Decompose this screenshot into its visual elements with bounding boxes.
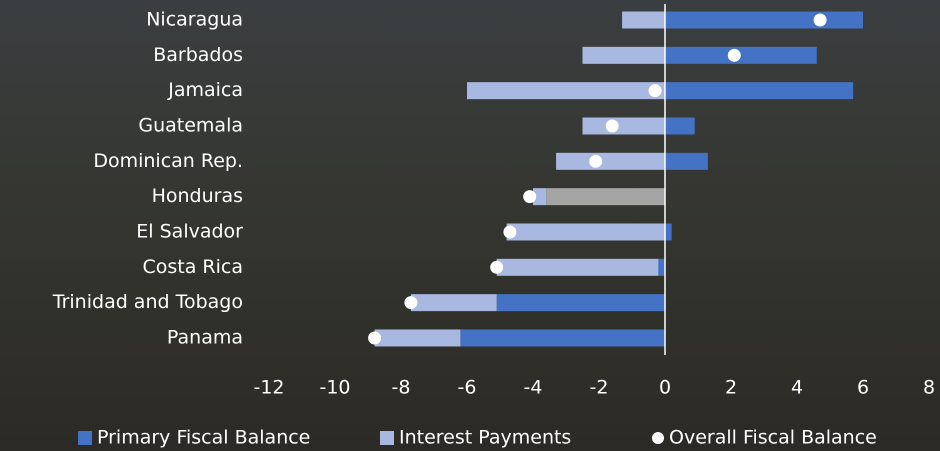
legend-marker (652, 432, 664, 444)
x-tick-label: -8 (392, 377, 411, 399)
y-tick-label: Trinidad and Tobago (52, 291, 243, 313)
bar (665, 223, 672, 240)
legend-marker (78, 431, 92, 445)
bar (665, 12, 863, 29)
legend-marker (380, 431, 394, 445)
x-tick-label: -6 (458, 377, 477, 399)
x-tick-label: 0 (659, 377, 671, 399)
bar (665, 82, 853, 99)
bar (583, 117, 666, 134)
chart: -12 -10 -8 -6 -4 -2 0 2 4 6 8 Nicaragua Barbados Jama… (0, 0, 940, 451)
bar (665, 153, 708, 170)
bar (375, 329, 461, 346)
bar (556, 153, 665, 170)
legend-label: Overall Fiscal Balance (669, 427, 877, 449)
dot (404, 296, 417, 309)
bar (467, 82, 665, 99)
x-tick-label: -4 (524, 377, 543, 399)
y-tick-label: Dominican Rep. (93, 150, 243, 172)
y-tick-label: Panama (167, 326, 243, 348)
dot (523, 190, 536, 203)
bar (665, 47, 817, 64)
y-tick-label: Barbados (153, 44, 243, 66)
dot (649, 84, 662, 97)
dot (814, 14, 827, 27)
x-tick-label: 6 (857, 377, 869, 399)
bar (665, 117, 695, 134)
bar (546, 188, 665, 205)
x-tick-label: -12 (253, 377, 284, 399)
x-tick-label: 4 (791, 377, 803, 399)
dot (606, 119, 619, 132)
bar (658, 259, 665, 276)
dot (490, 261, 503, 274)
x-tick-label: 2 (725, 377, 737, 399)
x-tick-label: -2 (590, 377, 609, 399)
bar (583, 47, 666, 64)
dot (368, 331, 381, 344)
bar (497, 259, 659, 276)
bar (411, 294, 497, 311)
dot (589, 155, 602, 168)
x-tick-label: 8 (923, 377, 935, 399)
dot (503, 225, 516, 238)
y-tick-label: Costa Rica (143, 256, 244, 278)
legend-label: Primary Fiscal Balance (97, 427, 310, 449)
x-tick-label: -10 (319, 377, 350, 399)
y-tick-label: Jamaica (167, 79, 243, 101)
y-tick-label: Guatemala (138, 114, 243, 136)
bar (460, 329, 665, 346)
y-tick-label: El Salvador (136, 220, 243, 242)
y-tick-label: Nicaragua (146, 9, 243, 31)
y-tick-label: Honduras (152, 185, 243, 207)
bar (497, 294, 665, 311)
bar (622, 12, 665, 29)
legend-label: Interest Payments (399, 427, 571, 449)
dot (728, 49, 741, 62)
bar (507, 223, 665, 240)
